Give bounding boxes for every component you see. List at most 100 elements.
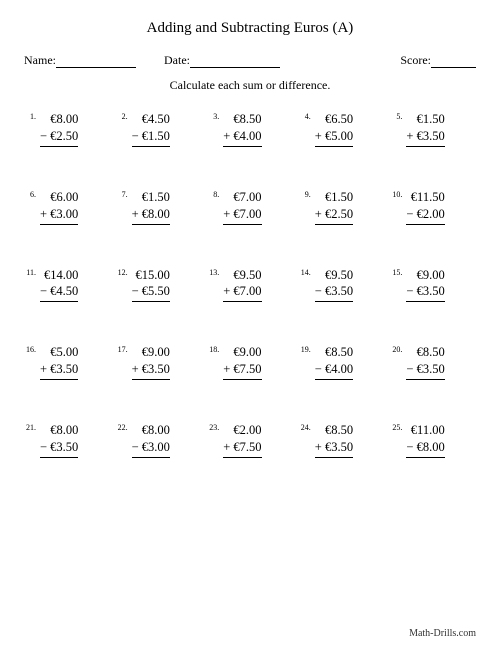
name-field-line (56, 56, 136, 68)
problem-operand-b: + €8.00 (132, 206, 170, 225)
problem-operand-a: €14.00 (40, 267, 78, 284)
problem-body: €6.00+ €3.00 (40, 189, 78, 225)
problem-number: 7. (116, 189, 128, 199)
problem-operand-a: €9.50 (315, 267, 353, 284)
problem-number: 23. (207, 422, 219, 432)
problem-operand-a: €4.50 (132, 111, 170, 128)
problem-number: 5. (390, 111, 402, 121)
problem-body: €7.00+ €7.00 (223, 189, 261, 225)
problem-body: €8.00− €3.00 (132, 422, 170, 458)
problem: 22. €8.00− €3.00 (116, 422, 202, 458)
problem-body: €9.00− €3.50 (406, 267, 444, 303)
problem-operand-a: €8.00 (40, 422, 78, 439)
problem-operand-a: €5.00 (40, 344, 78, 361)
problem-body: €11.50− €2.00 (406, 189, 444, 225)
problem: 3. €8.50+ €4.00 (207, 111, 293, 147)
problem-body: €8.00− €2.50 (40, 111, 78, 147)
problem-operand-a: €8.50 (315, 344, 353, 361)
problem-operand-a: €1.50 (315, 189, 353, 206)
problem-operand-b: − €2.50 (40, 128, 78, 147)
problem: 20.€8.50− €3.50 (390, 344, 476, 380)
problem-body: €9.00+ €7.50 (223, 344, 261, 380)
problem: 24. €8.50+ €3.50 (299, 422, 385, 458)
problem-operand-b: − €3.00 (132, 439, 170, 458)
problem-body: €8.50+ €4.00 (223, 111, 261, 147)
problem: 19. €8.50− €4.00 (299, 344, 385, 380)
problem-body: €6.50+ €5.00 (315, 111, 353, 147)
date-field-line (190, 56, 280, 68)
problem-operand-b: − €3.50 (315, 283, 353, 302)
problem-body: €9.50+ €7.00 (223, 267, 261, 303)
problem-operand-a: €8.50 (406, 344, 444, 361)
problem: 4. €6.50+ €5.00 (299, 111, 385, 147)
problem-number: 24. (299, 422, 311, 432)
problem-operand-a: €1.50 (406, 111, 444, 128)
problem-operand-b: + €2.50 (315, 206, 353, 225)
problem-operand-a: €11.50 (406, 189, 444, 206)
problem: 13. €9.50+ €7.00 (207, 267, 293, 303)
header-row: Name: Date: Score: (24, 53, 476, 68)
problem-number: 17. (116, 344, 128, 354)
problem-number: 10. (390, 189, 402, 199)
problem: 1.€8.00− €2.50 (24, 111, 110, 147)
problem-operand-b: − €3.50 (40, 439, 78, 458)
problem-operand-b: + €3.50 (406, 128, 444, 147)
page-title: Adding and Subtracting Euros (A) (24, 20, 476, 37)
problem-body: €1.50+ €8.00 (132, 189, 170, 225)
problem-number: 12. (116, 267, 128, 277)
problem-grid: 1.€8.00− €2.50 2. €4.50− €1.50 3. €8.50+ €4.… (24, 111, 476, 458)
problem-number: 14. (299, 267, 311, 277)
problem: 2. €4.50− €1.50 (116, 111, 202, 147)
problem-operand-a: €11.00 (406, 422, 444, 439)
problem-operand-a: €8.00 (40, 111, 78, 128)
problem-number: 4. (299, 111, 311, 121)
problem-operand-b: − €4.00 (315, 361, 353, 380)
problem-body: €8.00− €3.50 (40, 422, 78, 458)
problem-number: 25. (390, 422, 402, 432)
problem: 14. €9.50− €3.50 (299, 267, 385, 303)
problem-number: 8. (207, 189, 219, 199)
problem-operand-b: + €3.50 (132, 361, 170, 380)
problem-operand-b: + €7.00 (223, 206, 261, 225)
problem-number: 22. (116, 422, 128, 432)
problem-number: 3. (207, 111, 219, 121)
problem-number: 9. (299, 189, 311, 199)
score-group: Score: (400, 53, 476, 68)
problem-operand-a: €9.00 (132, 344, 170, 361)
problem-operand-b: − €2.00 (406, 206, 444, 225)
problem-operand-b: − €1.50 (132, 128, 170, 147)
problem-number: 21. (24, 422, 36, 432)
problem-body: €15.00− €5.50 (132, 267, 170, 303)
instruction-text: Calculate each sum or difference. (24, 78, 476, 93)
problem: 21. €8.00− €3.50 (24, 422, 110, 458)
footer-attribution: Math-Drills.com (409, 628, 476, 639)
problem-body: €5.00+ €3.50 (40, 344, 78, 380)
score-field-line (431, 56, 476, 68)
problem: 23.€2.00+ €7.50 (207, 422, 293, 458)
problem-body: €8.50− €4.00 (315, 344, 353, 380)
name-label: Name: (24, 53, 56, 68)
problem-operand-a: €6.00 (40, 189, 78, 206)
problem: 11.€14.00− €4.50 (24, 267, 110, 303)
problem-number: 13. (207, 267, 219, 277)
problem-body: €8.50− €3.50 (406, 344, 444, 380)
problem-number: 2. (116, 111, 128, 121)
problem-body: €9.00+ €3.50 (132, 344, 170, 380)
score-label: Score: (400, 53, 431, 68)
problem-body: €8.50+ €3.50 (315, 422, 353, 458)
problem-body: €1.50+ €2.50 (315, 189, 353, 225)
problem: 18.€9.00+ €7.50 (207, 344, 293, 380)
problem-operand-b: + €3.50 (40, 361, 78, 380)
problem-body: €1.50+ €3.50 (406, 111, 444, 147)
problem-operand-a: €8.50 (223, 111, 261, 128)
problem-operand-a: €8.00 (132, 422, 170, 439)
problem-operand-a: €6.50 (315, 111, 353, 128)
problem-operand-b: − €3.50 (406, 361, 444, 380)
problem-operand-a: €1.50 (132, 189, 170, 206)
problem-number: 6. (24, 189, 36, 199)
problem-number: 19. (299, 344, 311, 354)
problem-operand-b: + €7.50 (223, 439, 261, 458)
date-label: Date: (164, 53, 190, 68)
problem-body: €11.00− €8.00 (406, 422, 444, 458)
problem-operand-b: + €7.00 (223, 283, 261, 302)
